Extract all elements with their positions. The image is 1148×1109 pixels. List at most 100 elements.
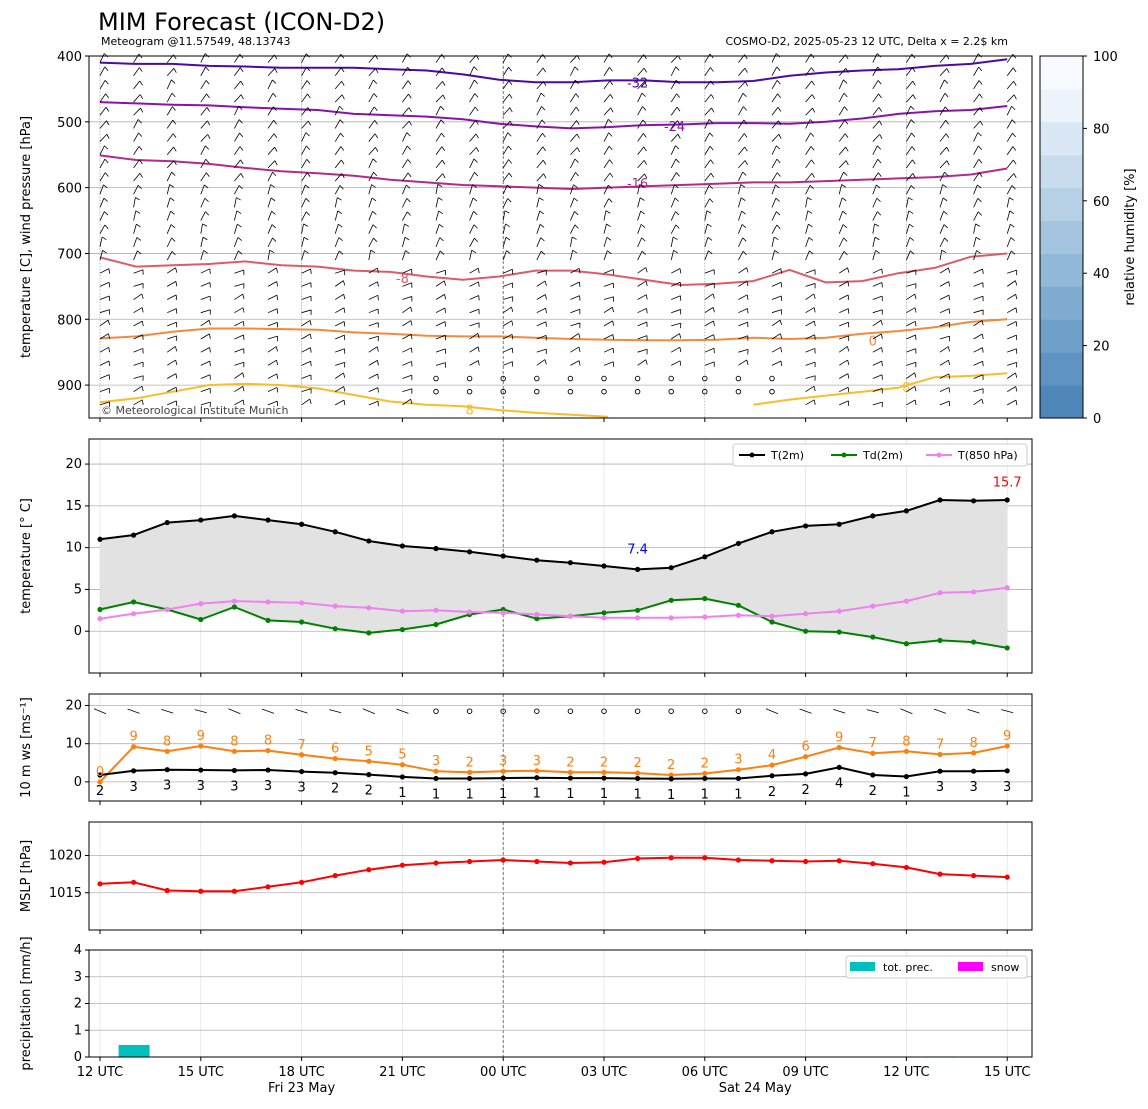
- wind-mean-point: [299, 769, 304, 774]
- wind-barb-flag: [173, 55, 176, 59]
- wind-barb: [335, 211, 338, 221]
- wind-barb: [335, 95, 342, 102]
- calm-marker: [736, 709, 741, 714]
- wind-barb: [1007, 160, 1013, 168]
- wind-barb-flag: [374, 107, 377, 111]
- wind-barb: [906, 185, 911, 194]
- wind-barb: [906, 224, 909, 234]
- wind-barb: [839, 211, 842, 220]
- wind-barb: [806, 321, 815, 326]
- wind-barb: [537, 224, 540, 233]
- wind-barb-flag: [642, 93, 646, 97]
- wind-barb: [940, 225, 944, 234]
- wind-barb-flag: [306, 198, 310, 201]
- wind-barb: [604, 348, 613, 352]
- wind-barb-flag: [271, 185, 275, 188]
- wind-barb: [1007, 81, 1013, 89]
- y-tick-label: 15: [65, 499, 82, 514]
- wind-barb: [974, 361, 983, 365]
- wind-barb-flag: [606, 224, 610, 227]
- wind-barb: [604, 283, 613, 286]
- wind-barb-flag: [811, 133, 814, 137]
- wind-barb: [806, 376, 816, 379]
- wind-barb: [974, 81, 979, 89]
- wind-barb: [705, 108, 712, 115]
- wind-barb-flag: [142, 321, 143, 326]
- wind-barb-flag: [407, 133, 411, 137]
- wind-barb: [302, 212, 307, 221]
- contour-label: 0: [869, 334, 877, 349]
- wind-barb-flag: [140, 95, 143, 99]
- wind-barb: [100, 296, 109, 300]
- wind-barb: [329, 710, 341, 713]
- wind-barb: [806, 386, 814, 391]
- wind-barb: [100, 375, 109, 379]
- t2m-point: [904, 508, 909, 513]
- legend-tot-prec: tot. prec.: [883, 961, 933, 974]
- wind-barb: [570, 148, 577, 155]
- wind-barb: [772, 310, 782, 313]
- wind-barb: [369, 336, 379, 339]
- wind-barb-flag: [1010, 224, 1014, 227]
- gust-label: 8: [163, 734, 171, 749]
- wind-barb: [503, 146, 508, 155]
- wind-barb: [201, 198, 205, 207]
- wind-barb: [201, 388, 210, 391]
- gust-label: 9: [197, 729, 205, 744]
- wind-barb: [873, 361, 882, 365]
- wind-barb: [839, 161, 846, 168]
- wind-barb-flag: [440, 251, 444, 254]
- wind-barb: [167, 211, 170, 220]
- wind-barb: [302, 159, 307, 168]
- wind-barb: [302, 283, 311, 287]
- wind-barb: [1007, 106, 1011, 115]
- wind-barb-flag: [1014, 81, 1017, 85]
- wind-barb: [839, 198, 842, 208]
- wind-barb-flag: [443, 81, 446, 85]
- wind-barb-flag: [243, 386, 244, 391]
- wind-barb: [537, 198, 539, 208]
- t850-point: [131, 611, 136, 616]
- wind-barb: [436, 270, 446, 273]
- wind-barb: [302, 269, 311, 273]
- y-tick-label: 900: [57, 379, 82, 394]
- wind-barb: [268, 198, 271, 208]
- wind-barb: [436, 120, 441, 129]
- wind-barb-flag: [306, 54, 309, 58]
- wind-barb: [839, 251, 844, 260]
- wind-barb-flag: [579, 333, 580, 338]
- t850-point: [299, 600, 304, 605]
- wind-barb-flag: [744, 133, 747, 137]
- wind-barb: [772, 173, 777, 181]
- wind-barb: [470, 198, 473, 207]
- wind-barb-flag: [474, 159, 478, 163]
- td2m-point: [1005, 645, 1010, 650]
- wind-barb-flag: [273, 238, 276, 242]
- wind-mean-label: 1: [600, 787, 608, 802]
- mslp-point: [635, 856, 640, 861]
- wind-barb-flag: [543, 147, 546, 151]
- wind-barb: [537, 322, 546, 326]
- wind-barb-flag: [707, 224, 711, 227]
- wind-barb-flag: [640, 198, 644, 201]
- wind-barb: [705, 348, 714, 352]
- wind-barb-flag: [775, 250, 779, 253]
- wind-barb-flag: [848, 387, 849, 392]
- precipitation-legend: tot. prec. snow: [846, 956, 1027, 978]
- wind-barb: [234, 284, 244, 287]
- wind-barb-flag: [135, 198, 139, 200]
- wind-barb-flag: [646, 267, 647, 272]
- wind-barb: [772, 282, 781, 286]
- wind-barb-flag: [310, 399, 311, 404]
- wind-barb: [335, 147, 341, 155]
- wind-barb-flag: [845, 134, 848, 138]
- wind-barb: [604, 108, 611, 115]
- wind-barb-flag: [140, 81, 143, 85]
- wind-barb-flag: [776, 212, 780, 216]
- wind-barb: [268, 80, 272, 89]
- wind-barb: [806, 270, 815, 273]
- wind-barb-flag: [1016, 400, 1017, 405]
- wind-barb-flag: [882, 361, 883, 366]
- wind-barb-flag: [1013, 147, 1016, 151]
